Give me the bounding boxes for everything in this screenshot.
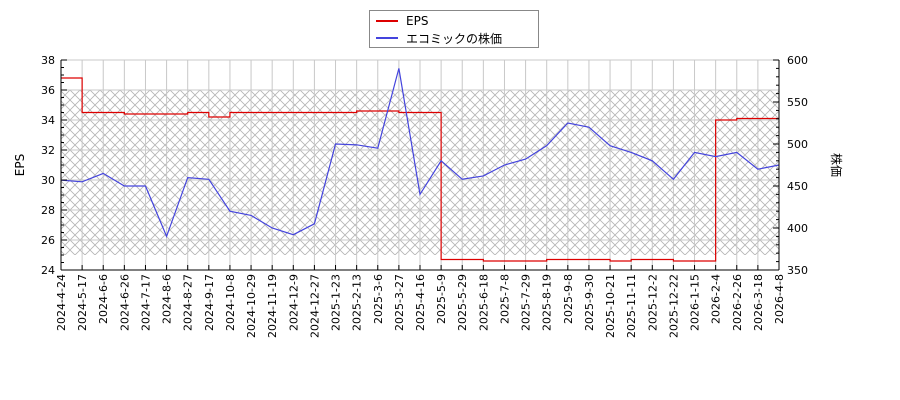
svg-text:2026-4-8: 2026-4-8 [773, 274, 786, 324]
svg-text:2025-11-11: 2025-11-11 [625, 274, 638, 338]
svg-text:2026-3-18: 2026-3-18 [752, 274, 765, 331]
svg-text:2024-8-27: 2024-8-27 [182, 274, 195, 331]
svg-text:2025-9-30: 2025-9-30 [583, 274, 596, 331]
series-lines [60, 68, 780, 262]
gridlines [60, 59, 780, 271]
svg-text:2024-12-9: 2024-12-9 [287, 274, 300, 331]
svg-text:2025-12-22: 2025-12-22 [667, 274, 680, 338]
right-axis-title: 株価 [829, 153, 844, 177]
svg-text:2026-2-26: 2026-2-26 [731, 274, 744, 331]
legend-label-eps: EPS [406, 14, 429, 28]
stock-line-swatch-icon [376, 37, 398, 39]
svg-text:2024-8-6: 2024-8-6 [161, 274, 174, 324]
svg-text:2024-4-24: 2024-4-24 [55, 274, 68, 331]
svg-text:2025-3-6: 2025-3-6 [372, 274, 385, 324]
eps-line [61, 77, 779, 262]
svg-text:2024-12-27: 2024-12-27 [308, 274, 321, 338]
svg-text:2024-10-29: 2024-10-29 [245, 274, 258, 338]
svg-text:2025-7-29: 2025-7-29 [520, 274, 533, 331]
x-tick-labels: 2024-4-24 2024-5-17 2024-6-6 2024-6-26 2024-… [55, 274, 786, 338]
svg-text:2025-6-18: 2025-6-18 [477, 274, 490, 331]
svg-text:32: 32 [41, 144, 55, 157]
svg-text:400: 400 [787, 222, 808, 235]
svg-text:550: 550 [787, 96, 808, 109]
eps-line-swatch-icon [376, 20, 398, 22]
svg-text:34: 34 [41, 114, 55, 127]
svg-text:2025-1-23: 2025-1-23 [330, 274, 343, 331]
svg-text:2025-12-2: 2025-12-2 [646, 274, 659, 331]
svg-text:2025-2-13: 2025-2-13 [351, 274, 364, 331]
svg-text:2025-5-29: 2025-5-29 [456, 274, 469, 331]
svg-text:2025-7-8: 2025-7-8 [498, 274, 511, 324]
svg-text:2024-6-6: 2024-6-6 [97, 274, 110, 324]
svg-text:24: 24 [41, 264, 55, 277]
svg-text:2025-3-27: 2025-3-27 [393, 274, 406, 331]
svg-text:2025-4-16: 2025-4-16 [414, 274, 427, 331]
svg-text:2025-9-8: 2025-9-8 [562, 274, 575, 324]
svg-text:36: 36 [41, 84, 55, 97]
legend: EPS エコミックの株価 [369, 10, 539, 48]
stock-price-line [60, 68, 780, 239]
svg-text:2026-1-15: 2026-1-15 [689, 274, 702, 331]
svg-text:38: 38 [41, 54, 55, 67]
svg-text:2025-8-19: 2025-8-19 [541, 274, 554, 331]
svg-text:2024-7-17: 2024-7-17 [139, 274, 152, 331]
svg-text:28: 28 [41, 204, 55, 217]
svg-text:2024-11-19: 2024-11-19 [266, 274, 279, 338]
svg-text:2025-5-9: 2025-5-9 [435, 274, 448, 324]
svg-text:2024-6-26: 2024-6-26 [118, 274, 131, 331]
svg-text:2026-2-4: 2026-2-4 [710, 274, 723, 324]
svg-text:30: 30 [41, 174, 55, 187]
svg-text:2024-5-17: 2024-5-17 [76, 274, 89, 331]
svg-text:2024-9-17: 2024-9-17 [203, 274, 216, 331]
svg-text:450: 450 [787, 180, 808, 193]
axes: 24 26 28 30 32 34 36 38 350 400 450 500 550 600 [41, 54, 808, 277]
legend-label-stock-price: エコミックの株価 [406, 31, 503, 46]
legend-item-eps: EPS [376, 13, 428, 29]
svg-text:2024-10-8: 2024-10-8 [224, 274, 237, 331]
svg-text:350: 350 [787, 264, 808, 277]
svg-text:26: 26 [41, 234, 55, 247]
legend-item-stock-price: エコミックの株価 [376, 30, 502, 46]
svg-text:500: 500 [787, 138, 808, 151]
svg-text:600: 600 [787, 54, 808, 67]
svg-text:2025-10-21: 2025-10-21 [604, 274, 617, 338]
left-axis-title: EPS [13, 154, 27, 176]
